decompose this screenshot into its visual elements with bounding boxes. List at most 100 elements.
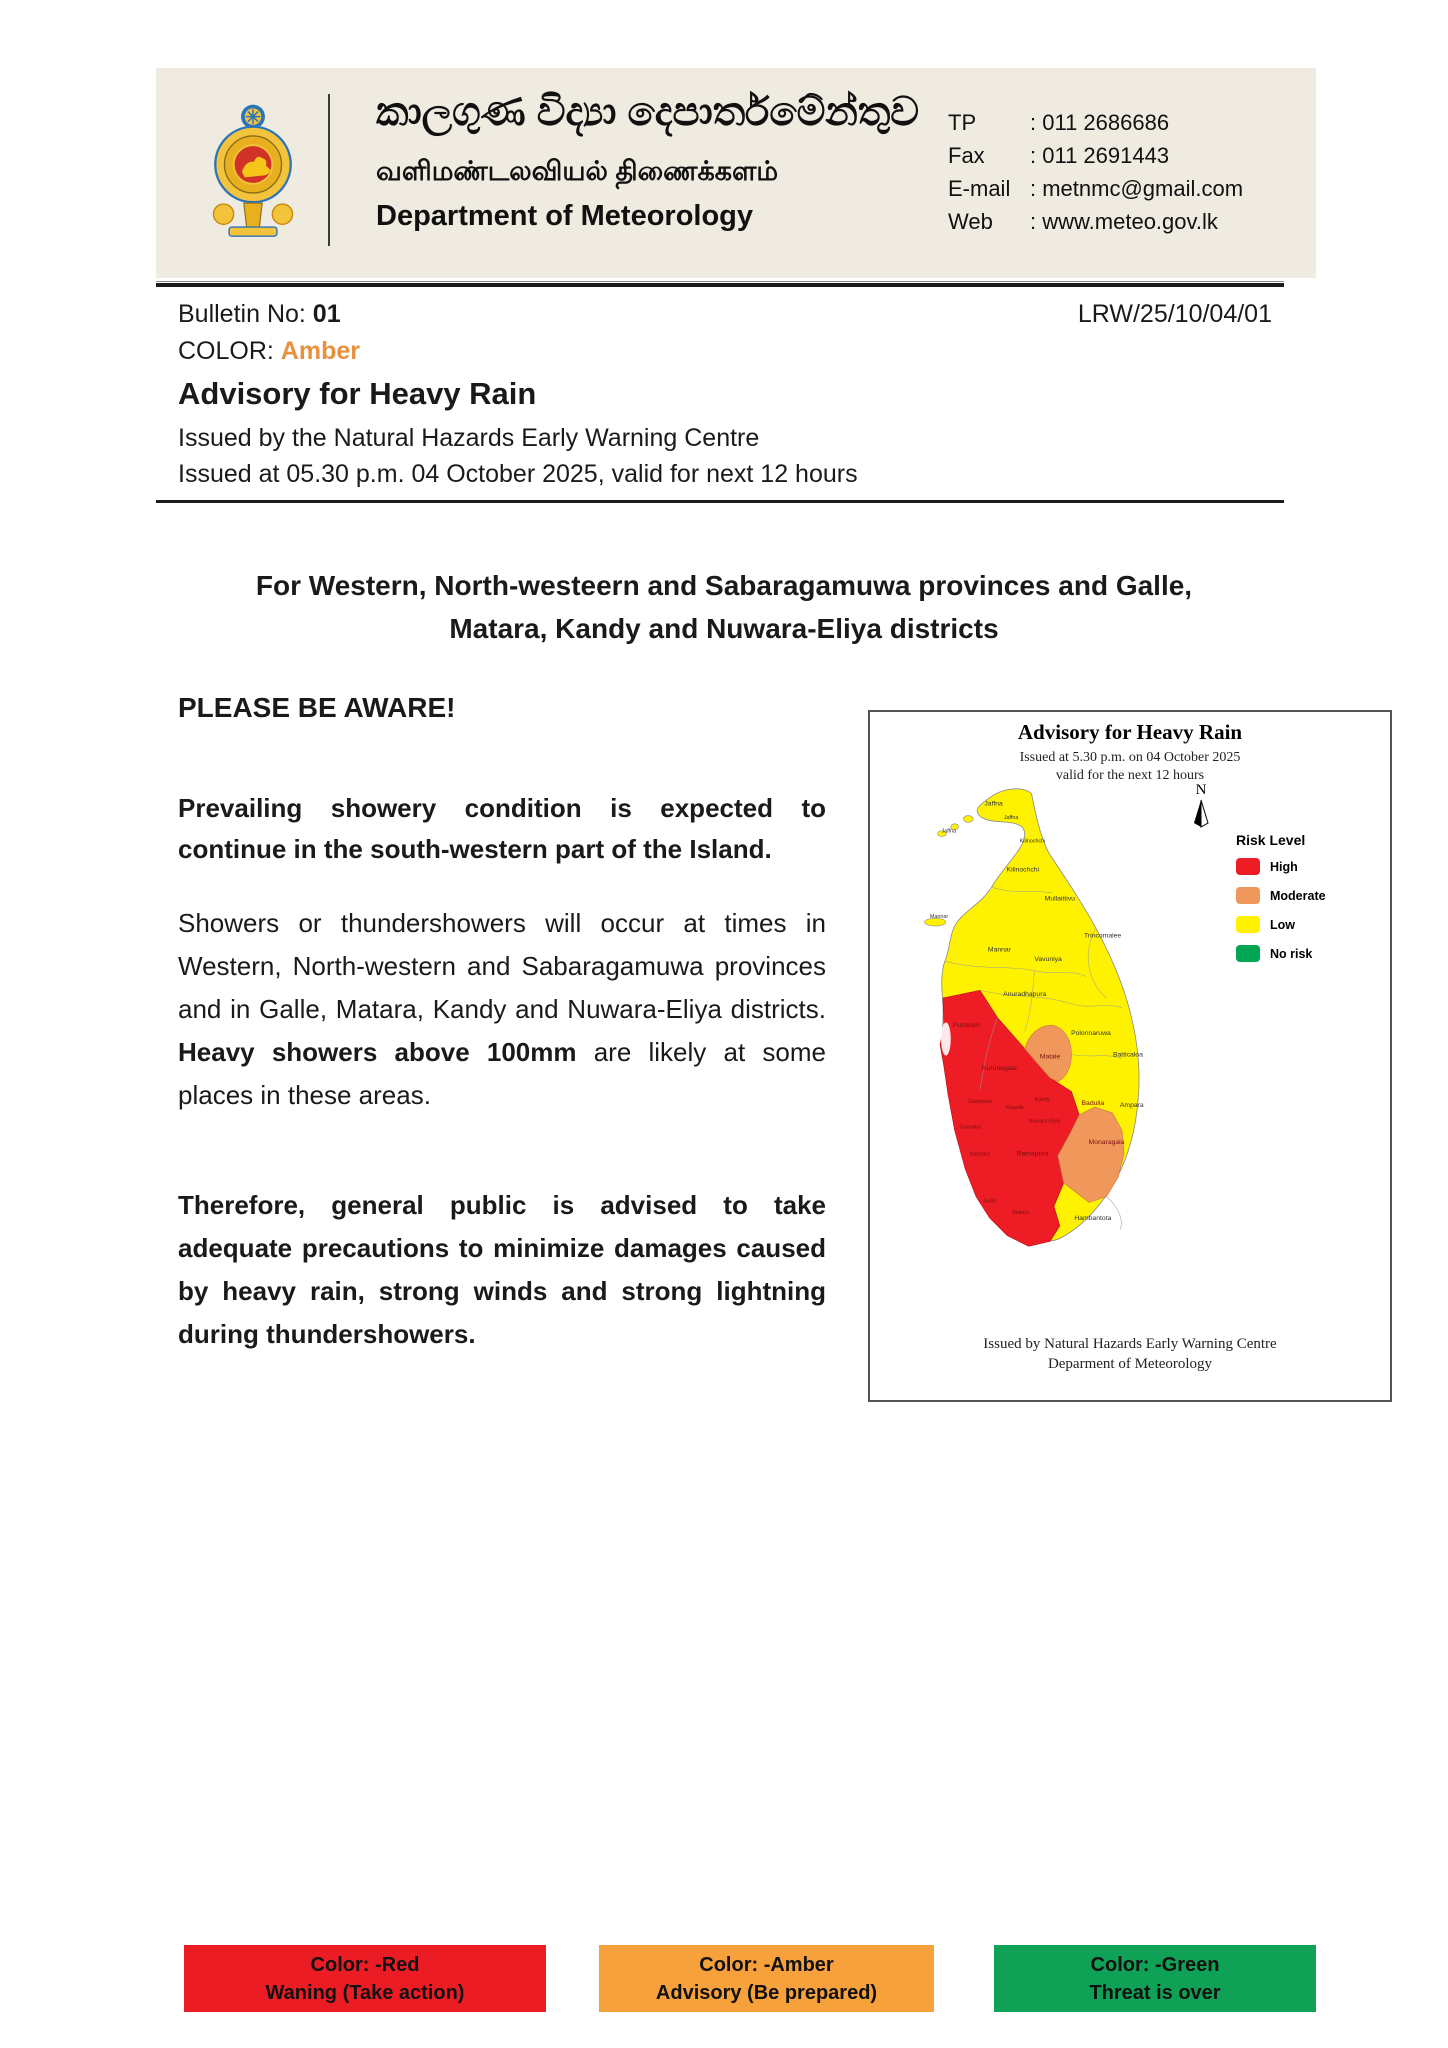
legend-swatch-low [1236, 916, 1260, 933]
color-key-red-title: Color: -Red [310, 1953, 420, 1976]
paragraph-showers-part2: are likely at some places in these areas… [178, 1037, 826, 1110]
legend-label: Moderate [1270, 888, 1326, 903]
reference-code: LRW/25/10/04/01 [1077, 300, 1272, 328]
north-indicator: N [1186, 782, 1216, 834]
attention-heading: PLEASE BE AWARE! [178, 692, 456, 723]
contact-block: TP : 011 2686686 Fax : 011 2691443 E-mai… [948, 106, 1308, 238]
sri-lanka-emblem [212, 104, 294, 237]
district-label: Kegalle [1006, 1105, 1024, 1111]
district-label: Jaffna [1004, 815, 1018, 821]
district-label: Gampaha [968, 1099, 991, 1105]
letterhead: කාලගුණ විද්‍යා දෙපාර්තමේන්තුව வளிமண்டலவி… [156, 68, 1316, 278]
contact-label: Web [948, 209, 993, 234]
district-label: Trincomalee [1084, 933, 1121, 940]
region-moderate-matale [1024, 1025, 1072, 1083]
district-label: Kurunegala [982, 1065, 1017, 1072]
contact-row-fax: Fax : 011 2691443 [948, 139, 1308, 172]
district-label: Badulla [1082, 1100, 1105, 1107]
region-moderate-badulla-monaragala [1057, 1106, 1125, 1203]
color-key-amber: Color: -Amber Advisory (Be prepared) [599, 1945, 934, 2012]
color-key-green: Color: -Green Threat is over [994, 1945, 1316, 2012]
district-label: Kandy [1035, 1097, 1050, 1103]
paragraph-precautions: Therefore, general public is advised to … [178, 1190, 826, 1349]
district-label: Polonnaruwa [1071, 1030, 1111, 1037]
district-label: Colombo [960, 1124, 981, 1130]
contact-row-tp: TP : 011 2686686 [948, 106, 1308, 139]
contact-value: : 011 2686686 [1030, 110, 1170, 135]
contact-row-email: E-mail : metnmc@gmail.com [948, 172, 1308, 205]
map-subtitle-1: Issued at 5.30 p.m. on 04 October 2025 [1019, 750, 1241, 765]
legend-label: High [1270, 859, 1298, 874]
region-heading-line1: For Western, North-westeern and Sabaraga… [255, 570, 1193, 601]
contact-label: TP [948, 110, 977, 135]
district-label: Batticaloa [1113, 1051, 1143, 1058]
legend-swatch-moderate [1236, 887, 1260, 904]
region-heading: For Western, North-westeern and Sabaraga… [210, 564, 1238, 650]
issued-by-line: Issued by the Natural Hazards Early Warn… [178, 424, 760, 452]
map-subtitle-2: valid for the next 12 hours [1055, 768, 1205, 783]
district-label: Matale [1040, 1053, 1061, 1060]
legend-swatch-high [1236, 858, 1260, 875]
color-key-amber-desc: Advisory (Be prepared) [655, 1981, 878, 2004]
region-heading-line2: Matara, Kandy and Nuwara-Eliya districts [449, 613, 999, 644]
paragraph-showers: Showers or thundershowers will occur at … [178, 902, 826, 1117]
map-footer-line1: Issued by Natural Hazards Early Warning … [983, 1336, 1277, 1352]
district-label: Nuwara Eliya [1028, 1119, 1060, 1125]
district-label: Kilinochchi [1007, 867, 1040, 874]
emblem-sun [212, 203, 235, 225]
contact-label: Fax [948, 143, 985, 168]
district-label: Mullaittivu [1045, 896, 1075, 903]
district-label: Kalutara [970, 1152, 990, 1158]
bulletin-number: Bulletin No: 01 [178, 300, 341, 329]
contact-label: E-mail [948, 176, 1011, 201]
color-key-red: Color: -Red Waning (Take action) [184, 1945, 546, 2012]
org-name-tamil: வளிமண்டலவியல் திணைக்களம் [376, 156, 779, 186]
puttalam-lagoon [941, 1022, 951, 1056]
org-name-english: Department of Meteorology [376, 200, 754, 232]
letterhead-divider [328, 94, 330, 246]
emblem-moon [271, 203, 294, 225]
risk-legend: Risk Level High Moderate Low No risk [1236, 832, 1376, 974]
contact-row-web: Web : www.meteo.gov.lk [948, 205, 1308, 238]
paragraph-showers-part1: Showers or thundershowers will occur at … [178, 908, 826, 1024]
legend-label: Low [1270, 917, 1295, 932]
offshore-islands [924, 815, 974, 927]
district-label: Ratnapura [1017, 1151, 1049, 1158]
district-label: Mannar [930, 914, 948, 920]
district-label: Galle [983, 1198, 996, 1204]
district-label: Vavuniya [1034, 956, 1062, 963]
emblem-lion [241, 156, 271, 178]
org-name-sinhala: කාලගුණ විද්‍යා දෙපාර්තමේන්තුව [376, 90, 920, 134]
document-title: Advisory for Heavy Rain [178, 376, 537, 411]
bulletin-color-label: COLOR: [178, 337, 281, 365]
district-boundaries [944, 886, 1123, 1230]
emblem-vase [243, 202, 263, 228]
contact-value: : www.meteo.gov.lk [1030, 209, 1218, 234]
emblem-base [228, 226, 278, 237]
emblem-wheel-spokes [245, 109, 261, 124]
contact-value: : metnmc@gmail.com [1030, 176, 1244, 201]
color-key-green-title: Color: -Green [1090, 1953, 1220, 1976]
north-arrow-icon [1194, 799, 1209, 828]
north-label: N [1195, 782, 1207, 798]
bulletin-number-value: 01 [312, 300, 341, 328]
color-key-amber-title: Color: -Amber [699, 1953, 834, 1976]
map-title: Advisory for Heavy Rain [1017, 720, 1243, 744]
bulletin-color: COLOR: Amber [178, 337, 360, 366]
legend-row-low: Low [1236, 916, 1376, 933]
district-label: Kilinochchi [1020, 838, 1046, 844]
paragraph-showers-bold: Heavy showers above 100mm [178, 1037, 577, 1067]
district-labels: Jaffna Jaffna Jaffna Kilinochchi Kilinoc… [930, 800, 1144, 1222]
district-label: Monaragala [1089, 1139, 1125, 1146]
header-rule-thick [156, 283, 1284, 287]
district-label: Hambantota [1074, 1215, 1111, 1222]
legend-row-high: High [1236, 858, 1376, 875]
legend-row-moderate: Moderate [1236, 887, 1376, 904]
legend-label: No risk [1270, 946, 1313, 961]
issued-at-line: Issued at 05.30 p.m. 04 October 2025, va… [178, 460, 858, 488]
color-key-red-desc: Waning (Take action) [265, 1981, 465, 2004]
district-label: Ampara [1120, 1102, 1144, 1109]
legend-swatch-norisk [1236, 945, 1260, 962]
bulletin-color-value: Amber [280, 337, 360, 365]
